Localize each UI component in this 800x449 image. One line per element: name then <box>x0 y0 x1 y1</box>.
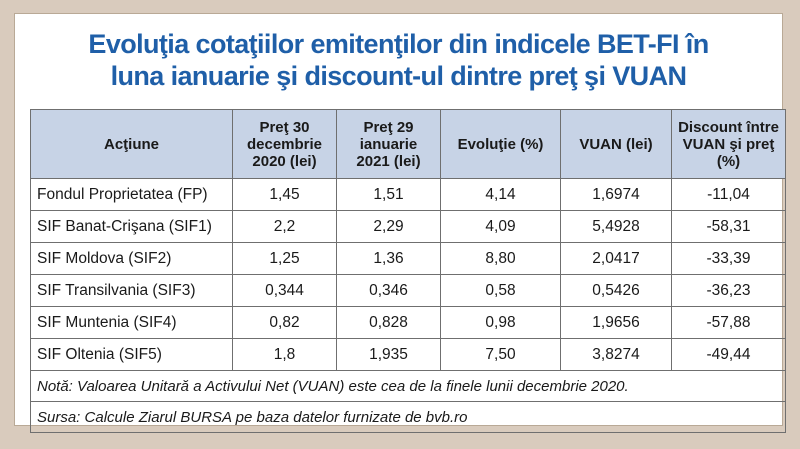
cell-vuan: 3,8274 <box>560 338 672 371</box>
header-pret-30-dec: Preţ 30 decembrie 2020 (lei) <box>232 109 337 179</box>
cell-evolutie: 4,09 <box>440 210 561 243</box>
table-row: Fondul Proprietatea (FP) 1,45 1,51 4,14 … <box>30 178 786 211</box>
title-line-1: Evoluţia cotaţiilor emitenţilor din indi… <box>88 29 709 59</box>
table-note: Notă: Valoarea Unitară a Activului Net (… <box>30 370 786 402</box>
cell-pret-dec: 1,45 <box>232 178 337 211</box>
cell-evolutie: 0,58 <box>440 274 561 307</box>
cell-pret-ian: 1,36 <box>336 242 441 275</box>
cell-evolutie: 8,80 <box>440 242 561 275</box>
header-discount: Discount între VUAN şi preţ (%) <box>671 109 786 179</box>
source-row: Sursa: Calcule Ziarul BURSA pe baza date… <box>30 401 786 433</box>
title-line-2: luna ianuarie şi discount-ul dintre preţ… <box>110 61 687 91</box>
cell-evolutie: 0,98 <box>440 306 561 339</box>
page-title: Evoluţia cotaţiilor emitenţilor din indi… <box>15 28 782 92</box>
cell-actiune: Fondul Proprietatea (FP) <box>30 178 233 211</box>
header-actiune: Acţiune <box>30 109 233 179</box>
cell-discount: -49,44 <box>671 338 786 371</box>
cell-discount: -57,88 <box>671 306 786 339</box>
cell-pret-dec: 0,82 <box>232 306 337 339</box>
cell-pret-ian: 2,29 <box>336 210 441 243</box>
article-card: Evoluţia cotaţiilor emitenţilor din indi… <box>14 13 786 433</box>
cell-pret-dec: 2,2 <box>232 210 337 243</box>
cell-vuan: 0,5426 <box>560 274 672 307</box>
bet-fi-table: Acţiune Preţ 30 decembrie 2020 (lei) Pre… <box>30 109 786 433</box>
cell-discount: -36,23 <box>671 274 786 307</box>
cell-pret-ian: 1,51 <box>336 178 441 211</box>
cell-pret-ian: 1,935 <box>336 338 441 371</box>
cell-actiune: SIF Oltenia (SIF5) <box>30 338 233 371</box>
cell-pret-dec: 0,344 <box>232 274 337 307</box>
cell-evolutie: 4,14 <box>440 178 561 211</box>
header-vuan: VUAN (lei) <box>560 109 672 179</box>
header-evolutie: Evoluţie (%) <box>440 109 561 179</box>
cell-vuan: 1,6974 <box>560 178 672 211</box>
table-row: SIF Oltenia (SIF5) 1,8 1,935 7,50 3,8274… <box>30 338 786 371</box>
table-row: SIF Muntenia (SIF4) 0,82 0,828 0,98 1,96… <box>30 306 786 339</box>
cell-discount: -33,39 <box>671 242 786 275</box>
cell-discount: -11,04 <box>671 178 786 211</box>
table-source: Sursa: Calcule Ziarul BURSA pe baza date… <box>30 401 786 433</box>
header-pret-29-ian: Preţ 29 ianuarie 2021 (lei) <box>336 109 441 179</box>
cell-actiune: SIF Transilvania (SIF3) <box>30 274 233 307</box>
cell-actiune: SIF Muntenia (SIF4) <box>30 306 233 339</box>
cell-pret-ian: 0,828 <box>336 306 441 339</box>
table-header-row: Acţiune Preţ 30 decembrie 2020 (lei) Pre… <box>30 109 786 179</box>
cell-actiune: SIF Moldova (SIF2) <box>30 242 233 275</box>
cell-pret-dec: 1,25 <box>232 242 337 275</box>
cell-pret-ian: 0,346 <box>336 274 441 307</box>
cell-evolutie: 7,50 <box>440 338 561 371</box>
cell-vuan: 1,9656 <box>560 306 672 339</box>
cell-vuan: 5,4928 <box>560 210 672 243</box>
cell-pret-dec: 1,8 <box>232 338 337 371</box>
table-row: SIF Transilvania (SIF3) 0,344 0,346 0,58… <box>30 274 786 307</box>
cell-actiune: SIF Banat-Crişana (SIF1) <box>30 210 233 243</box>
note-row: Notă: Valoarea Unitară a Activului Net (… <box>30 370 786 402</box>
table-row: SIF Moldova (SIF2) 1,25 1,36 8,80 2,0417… <box>30 242 786 275</box>
table-row: SIF Banat-Crişana (SIF1) 2,2 2,29 4,09 5… <box>30 210 786 243</box>
cell-vuan: 2,0417 <box>560 242 672 275</box>
cell-discount: -58,31 <box>671 210 786 243</box>
